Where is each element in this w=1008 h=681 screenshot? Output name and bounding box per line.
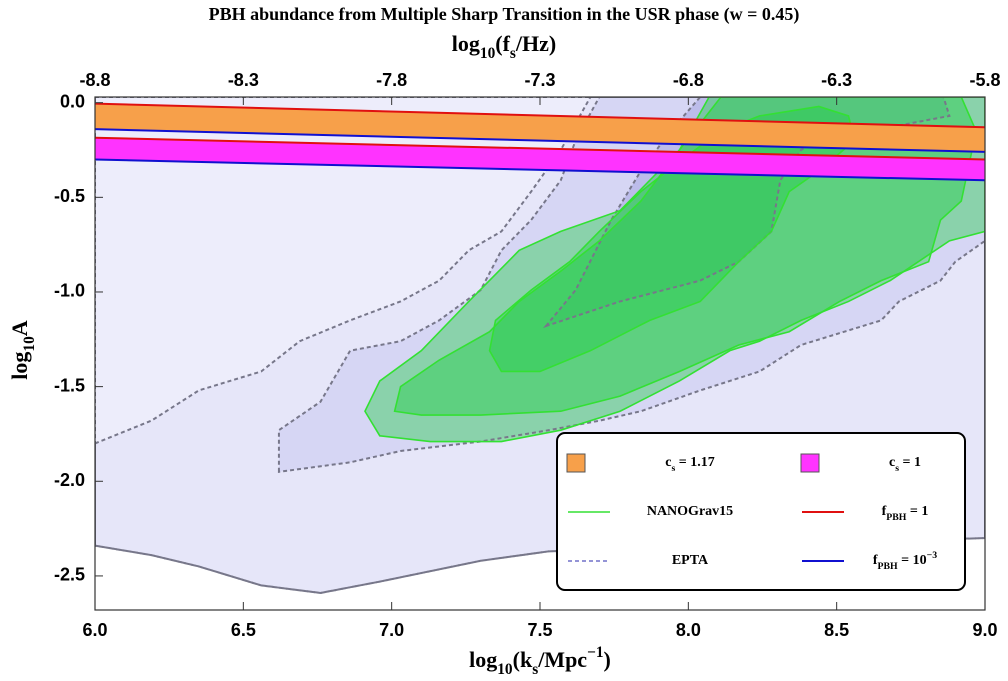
y-axis-title: log10A	[7, 320, 38, 380]
y-tick-label: -2.5	[54, 565, 85, 585]
legend-label-part: −3	[927, 550, 938, 561]
x2-axis-title-part: /Hz)	[515, 31, 556, 56]
contour-line	[95, 97, 985, 594]
legend-label: EPTA	[672, 553, 709, 568]
legend-label-part: f	[873, 553, 878, 568]
y-tick-label: 0.0	[60, 91, 85, 111]
x-axis-title-part: (k	[513, 647, 533, 672]
legend-label: NANOGrav15	[647, 504, 733, 519]
band-edge	[95, 158, 985, 182]
contour-region	[545, 97, 950, 327]
x2-axis-title-part: (f	[495, 31, 510, 56]
x-axis-title-part: s	[532, 661, 538, 678]
x2-tick-label: -8.8	[79, 70, 110, 90]
x-axis-title-part: log	[469, 647, 497, 672]
legend-label-part: c	[665, 455, 671, 470]
x2-tick-label: -5.8	[969, 70, 1000, 90]
x2-tick-label: -7.3	[524, 70, 555, 90]
legend-label-part: f	[882, 504, 887, 519]
legend-label-part: s	[671, 463, 675, 474]
legend-box	[556, 432, 966, 591]
y-tick-label: -2.0	[54, 470, 85, 490]
y-tick-label: -1.0	[54, 281, 85, 301]
x-tick-label: 8.0	[676, 620, 701, 640]
band-edge	[95, 136, 985, 161]
band	[95, 103, 985, 152]
legend-label-part: = 1	[899, 455, 921, 470]
contour-line	[95, 97, 985, 594]
legend-label-part: PBH	[886, 512, 907, 523]
x2-axis-title-part: log	[452, 31, 480, 56]
x-tick-label: 6.5	[231, 620, 256, 640]
x2-axis-title: log10(fs/Hz)	[452, 31, 557, 62]
x2-tick-label: -8.3	[228, 70, 259, 90]
legend-label: fPBH = 1	[882, 504, 929, 523]
plot-area	[95, 97, 985, 594]
y-axis-title-part: log	[7, 352, 32, 380]
x-tick-label: 9.0	[972, 620, 997, 640]
x2-axis-title-part: s	[510, 45, 516, 62]
legend-swatch	[566, 453, 586, 473]
contour-line	[393, 97, 977, 416]
y-tick-label: -0.5	[54, 186, 85, 206]
chart-title: PBH abundance from Multiple Sharp Transi…	[209, 4, 800, 25]
y-axis-title-part: 10	[21, 336, 38, 352]
x-axis-title: log10(ks/Mpc−1)	[469, 644, 611, 678]
x-tick-label: 7.5	[527, 620, 552, 640]
x-tick-label: 7.0	[379, 620, 404, 640]
x2-tick-label: -6.3	[821, 70, 852, 90]
contour-line	[364, 97, 985, 443]
legend-label-part: s	[895, 463, 899, 474]
y-tick-label: -1.5	[54, 375, 85, 395]
contour-line	[542, 97, 951, 329]
legend-label-part: PBH	[878, 561, 899, 572]
x2-tick-label: -6.8	[673, 70, 704, 90]
band	[95, 137, 985, 181]
legend-label: cs = 1	[889, 455, 921, 474]
x2-axis-title-part: 10	[480, 45, 496, 62]
legend-label-part: = 10	[898, 553, 927, 568]
legend-label: fPBH = 10−3	[873, 550, 937, 572]
x-tick-label: 8.5	[824, 620, 849, 640]
band-edge	[95, 128, 985, 153]
x2-tick-label: -7.8	[376, 70, 407, 90]
x-tick-label: 6.0	[82, 620, 107, 640]
band-edge	[95, 102, 985, 129]
legend-label-part: = 1	[906, 504, 928, 519]
legend-label: cs = 1.17	[665, 455, 715, 474]
x-axis-title-part: 10	[497, 661, 513, 678]
contour-region	[364, 97, 985, 442]
legend-swatch	[800, 453, 820, 473]
x-axis-title-part: −1	[587, 644, 603, 661]
y-axis-title-part: A	[7, 320, 32, 336]
x-axis-title-part: /Mpc	[537, 647, 587, 672]
legend-label-part: = 1.17	[675, 455, 714, 470]
legend-label-part: c	[889, 455, 895, 470]
x-axis-title-part: )	[604, 647, 611, 672]
